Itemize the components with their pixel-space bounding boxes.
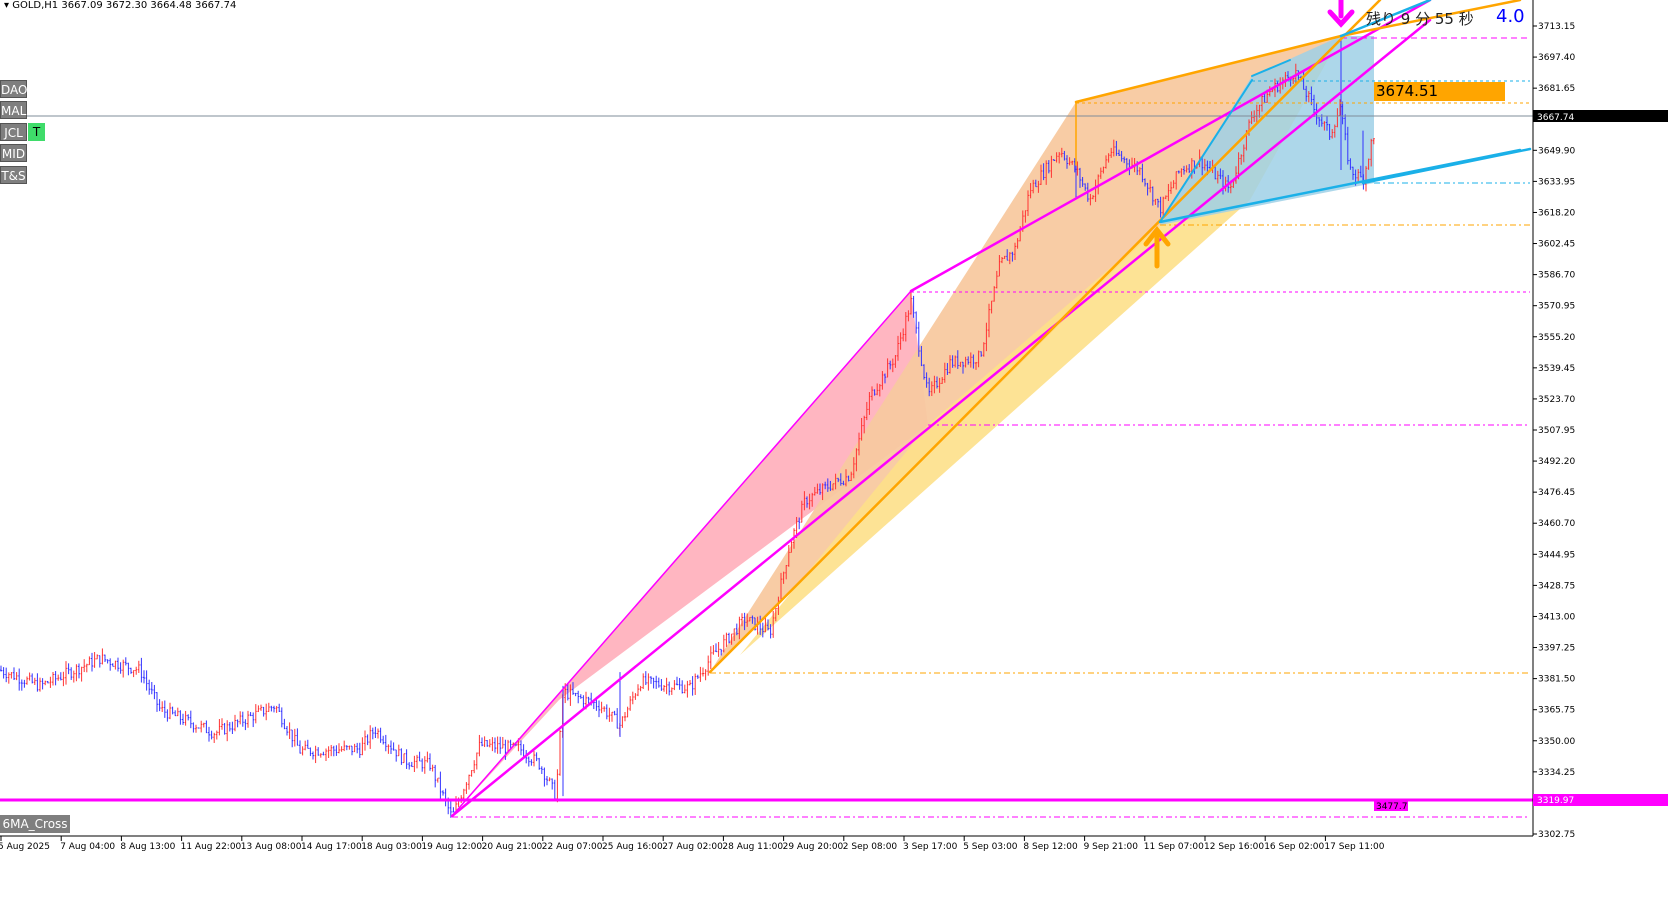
price-tick-label: 3555.20 — [1538, 333, 1575, 343]
trendline-cyan-a — [1159, 79, 1253, 223]
price-tick-label: 3602.45 — [1538, 240, 1575, 250]
mid-button[interactable]: MID — [0, 144, 27, 162]
price-tick-label: 3444.95 — [1538, 550, 1575, 560]
time-tick-label: 17 Sep 11:00 — [1324, 842, 1384, 852]
price-tick-label: 3570.95 — [1538, 302, 1575, 312]
time-tick-label: 8 Sep 12:00 — [1023, 842, 1078, 852]
time-tick-label: 16 Sep 02:00 — [1264, 842, 1324, 852]
t-button[interactable]: T — [28, 123, 45, 141]
trendline-magenta-main — [450, 18, 1432, 818]
candles — [0, 36, 1375, 818]
time-tick-label: 20 Aug 21:00 — [482, 842, 543, 852]
mal-button[interactable]: MAL — [0, 101, 27, 119]
price-tick-label: 3334.25 — [1538, 768, 1575, 778]
pink-zone — [452, 291, 928, 816]
trendline-cyan-lower — [1361, 147, 1532, 185]
price-tick-label: 3350.00 — [1538, 737, 1575, 747]
magenta-box — [1374, 800, 1408, 811]
price-tick-label: 3681.65 — [1538, 84, 1575, 94]
price-tick-label: 3428.75 — [1538, 581, 1575, 591]
price-tick-label: 3397.25 — [1538, 644, 1575, 654]
trend-lines — [0, 0, 1533, 818]
price-tick-label: 3633.95 — [1538, 177, 1575, 187]
symbol-label: GOLD,H1 — [12, 0, 59, 11]
time-tick-label: 3 Sep 17:00 — [903, 842, 958, 852]
sell-arrow-icon — [1327, 0, 1355, 28]
price-tick-label: 3413.00 — [1538, 612, 1575, 622]
menu-triangle-icon[interactable]: ▾ — [4, 0, 10, 11]
price-tick-label: 3460.70 — [1538, 519, 1575, 529]
time-tick-label: 22 Aug 07:00 — [542, 842, 603, 852]
ma-cross-button[interactable]: 6MA_Cross — [0, 815, 70, 833]
version-label: 4.0 — [1496, 6, 1525, 27]
time-tick-label: 7 Aug 04:00 — [60, 842, 115, 852]
ts-button[interactable]: T&S — [0, 166, 27, 184]
magenta-box-label: 3477.7 — [1376, 802, 1408, 812]
time-tick-label: 5 Sep 03:00 — [963, 842, 1018, 852]
trendline-magenta-upper — [909, 0, 1432, 293]
time-tick-label: 11 Aug 22:00 — [181, 842, 242, 852]
time-tick-label: 5 Aug 2025 — [0, 842, 50, 852]
time-tick-label: 25 Aug 16:00 — [602, 842, 663, 852]
price-box-label: 3674.51 — [1374, 82, 1505, 101]
price-tick-label: 3539.45 — [1538, 364, 1575, 374]
time-tick-label: 2 Sep 08:00 — [843, 842, 898, 852]
price-tick-label: 3649.90 — [1538, 146, 1575, 156]
bar-timer: 残り 9 分 55 秒 — [1366, 10, 1474, 28]
time-tick-label: 27 Aug 02:00 — [662, 842, 723, 852]
time-tick-label: 18 Aug 03:00 — [361, 842, 422, 852]
trendline-cyan-top — [1339, 0, 1432, 38]
price-tick-label: 3381.50 — [1538, 675, 1575, 685]
jcl-button[interactable]: JCL — [0, 123, 27, 141]
yellow-zone — [740, 36, 1341, 655]
price-tick-label: 3618.20 — [1538, 208, 1575, 218]
price-tick-label: 3365.75 — [1538, 706, 1575, 716]
price-tick-label: 3586.70 — [1538, 271, 1575, 281]
time-tick-label: 14 Aug 17:00 — [301, 842, 362, 852]
current-price-tag — [1533, 110, 1668, 122]
price-tick-label: 3713.15 — [1538, 22, 1575, 32]
trendline-magenta-left — [451, 290, 912, 817]
price-tick-label: 3507.95 — [1538, 426, 1575, 436]
time-tick-label: 9 Sep 21:00 — [1084, 842, 1139, 852]
time-tick-label: 12 Sep 16:00 — [1204, 842, 1264, 852]
time-tick-label: 8 Aug 13:00 — [120, 842, 175, 852]
magenta-price-tag — [1533, 794, 1668, 806]
price-tick-label: 3302.75 — [1538, 830, 1575, 840]
time-tick-label: 11 Sep 07:00 — [1144, 842, 1204, 852]
chart-header: ▾ GOLD,H1 3667.09 3672.30 3664.48 3667.7… — [4, 0, 236, 11]
trendline-orange-ext — [1339, 0, 1522, 38]
dao-button[interactable]: DAO — [0, 80, 27, 98]
time-tick-label: 29 Aug 20:00 — [783, 842, 844, 852]
price-tick-label: 3697.40 — [1538, 53, 1575, 63]
trendline-orange-top — [1074, 34, 1343, 104]
time-tick-label: 19 Aug 12:00 — [421, 842, 482, 852]
price-tick-label: 3476.45 — [1538, 488, 1575, 498]
price-tick-label: 3523.70 — [1538, 395, 1575, 405]
trendline-orange-main — [708, 0, 1382, 674]
buy-arrow-icon — [1143, 225, 1171, 269]
time-tick-label: 28 Aug 11:00 — [722, 842, 783, 852]
blue-zone — [1160, 36, 1374, 225]
time-tick-label: 13 Aug 08:00 — [241, 842, 302, 852]
price-tick-label: 3492.20 — [1538, 457, 1575, 467]
magenta-price-label: 3319.97 — [1537, 796, 1574, 806]
axes: 3713.153697.403681.653665.903649.903633.… — [0, 0, 1668, 852]
trendline-cyan-b — [1251, 59, 1291, 77]
current-price-label: 3667.74 — [1537, 113, 1574, 123]
ohlc-values: 3667.09 3672.30 3664.48 3667.74 — [61, 0, 237, 11]
